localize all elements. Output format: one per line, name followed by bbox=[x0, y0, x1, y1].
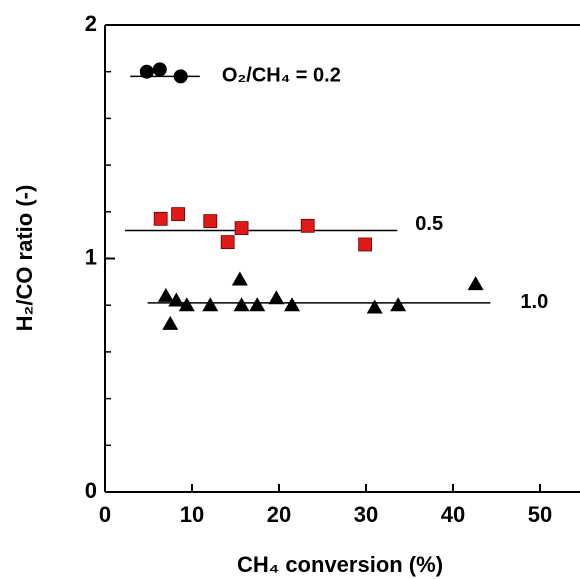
point bbox=[171, 207, 185, 222]
x-axis-title: CH₄ conversion (%) bbox=[237, 552, 443, 577]
point bbox=[467, 276, 484, 291]
point bbox=[153, 211, 168, 226]
x-tick-label: 10 bbox=[180, 502, 204, 527]
series-label: 0.5 bbox=[415, 213, 443, 235]
point bbox=[152, 62, 167, 77]
point bbox=[202, 297, 219, 312]
point bbox=[390, 297, 407, 312]
point bbox=[231, 271, 248, 286]
point bbox=[168, 292, 185, 307]
point bbox=[300, 218, 315, 233]
point bbox=[220, 235, 235, 250]
point bbox=[233, 297, 250, 312]
x-tick-label: 30 bbox=[354, 502, 378, 527]
point bbox=[249, 297, 266, 312]
series-label: 1.0 bbox=[520, 291, 548, 313]
point bbox=[203, 214, 218, 229]
y-tick-label: 1 bbox=[85, 244, 97, 269]
x-tick-label: 20 bbox=[267, 502, 291, 527]
y-axis-title: H₂/CO ratio (-) bbox=[12, 185, 37, 332]
point bbox=[178, 297, 195, 312]
series-label: O₂/CH₄ = 0.2 bbox=[222, 65, 341, 87]
point bbox=[162, 315, 179, 330]
x-tick-label: 40 bbox=[441, 502, 465, 527]
point bbox=[139, 64, 154, 79]
point bbox=[173, 69, 188, 84]
y-tick-label: 0 bbox=[85, 478, 97, 503]
point bbox=[234, 221, 249, 236]
point bbox=[157, 287, 174, 302]
y-tick-label: 2 bbox=[85, 11, 97, 36]
x-tick-label: 50 bbox=[528, 502, 552, 527]
point bbox=[366, 299, 383, 314]
point bbox=[284, 297, 301, 312]
x-tick-label: 0 bbox=[99, 502, 111, 527]
point bbox=[358, 237, 373, 252]
point bbox=[268, 290, 285, 305]
